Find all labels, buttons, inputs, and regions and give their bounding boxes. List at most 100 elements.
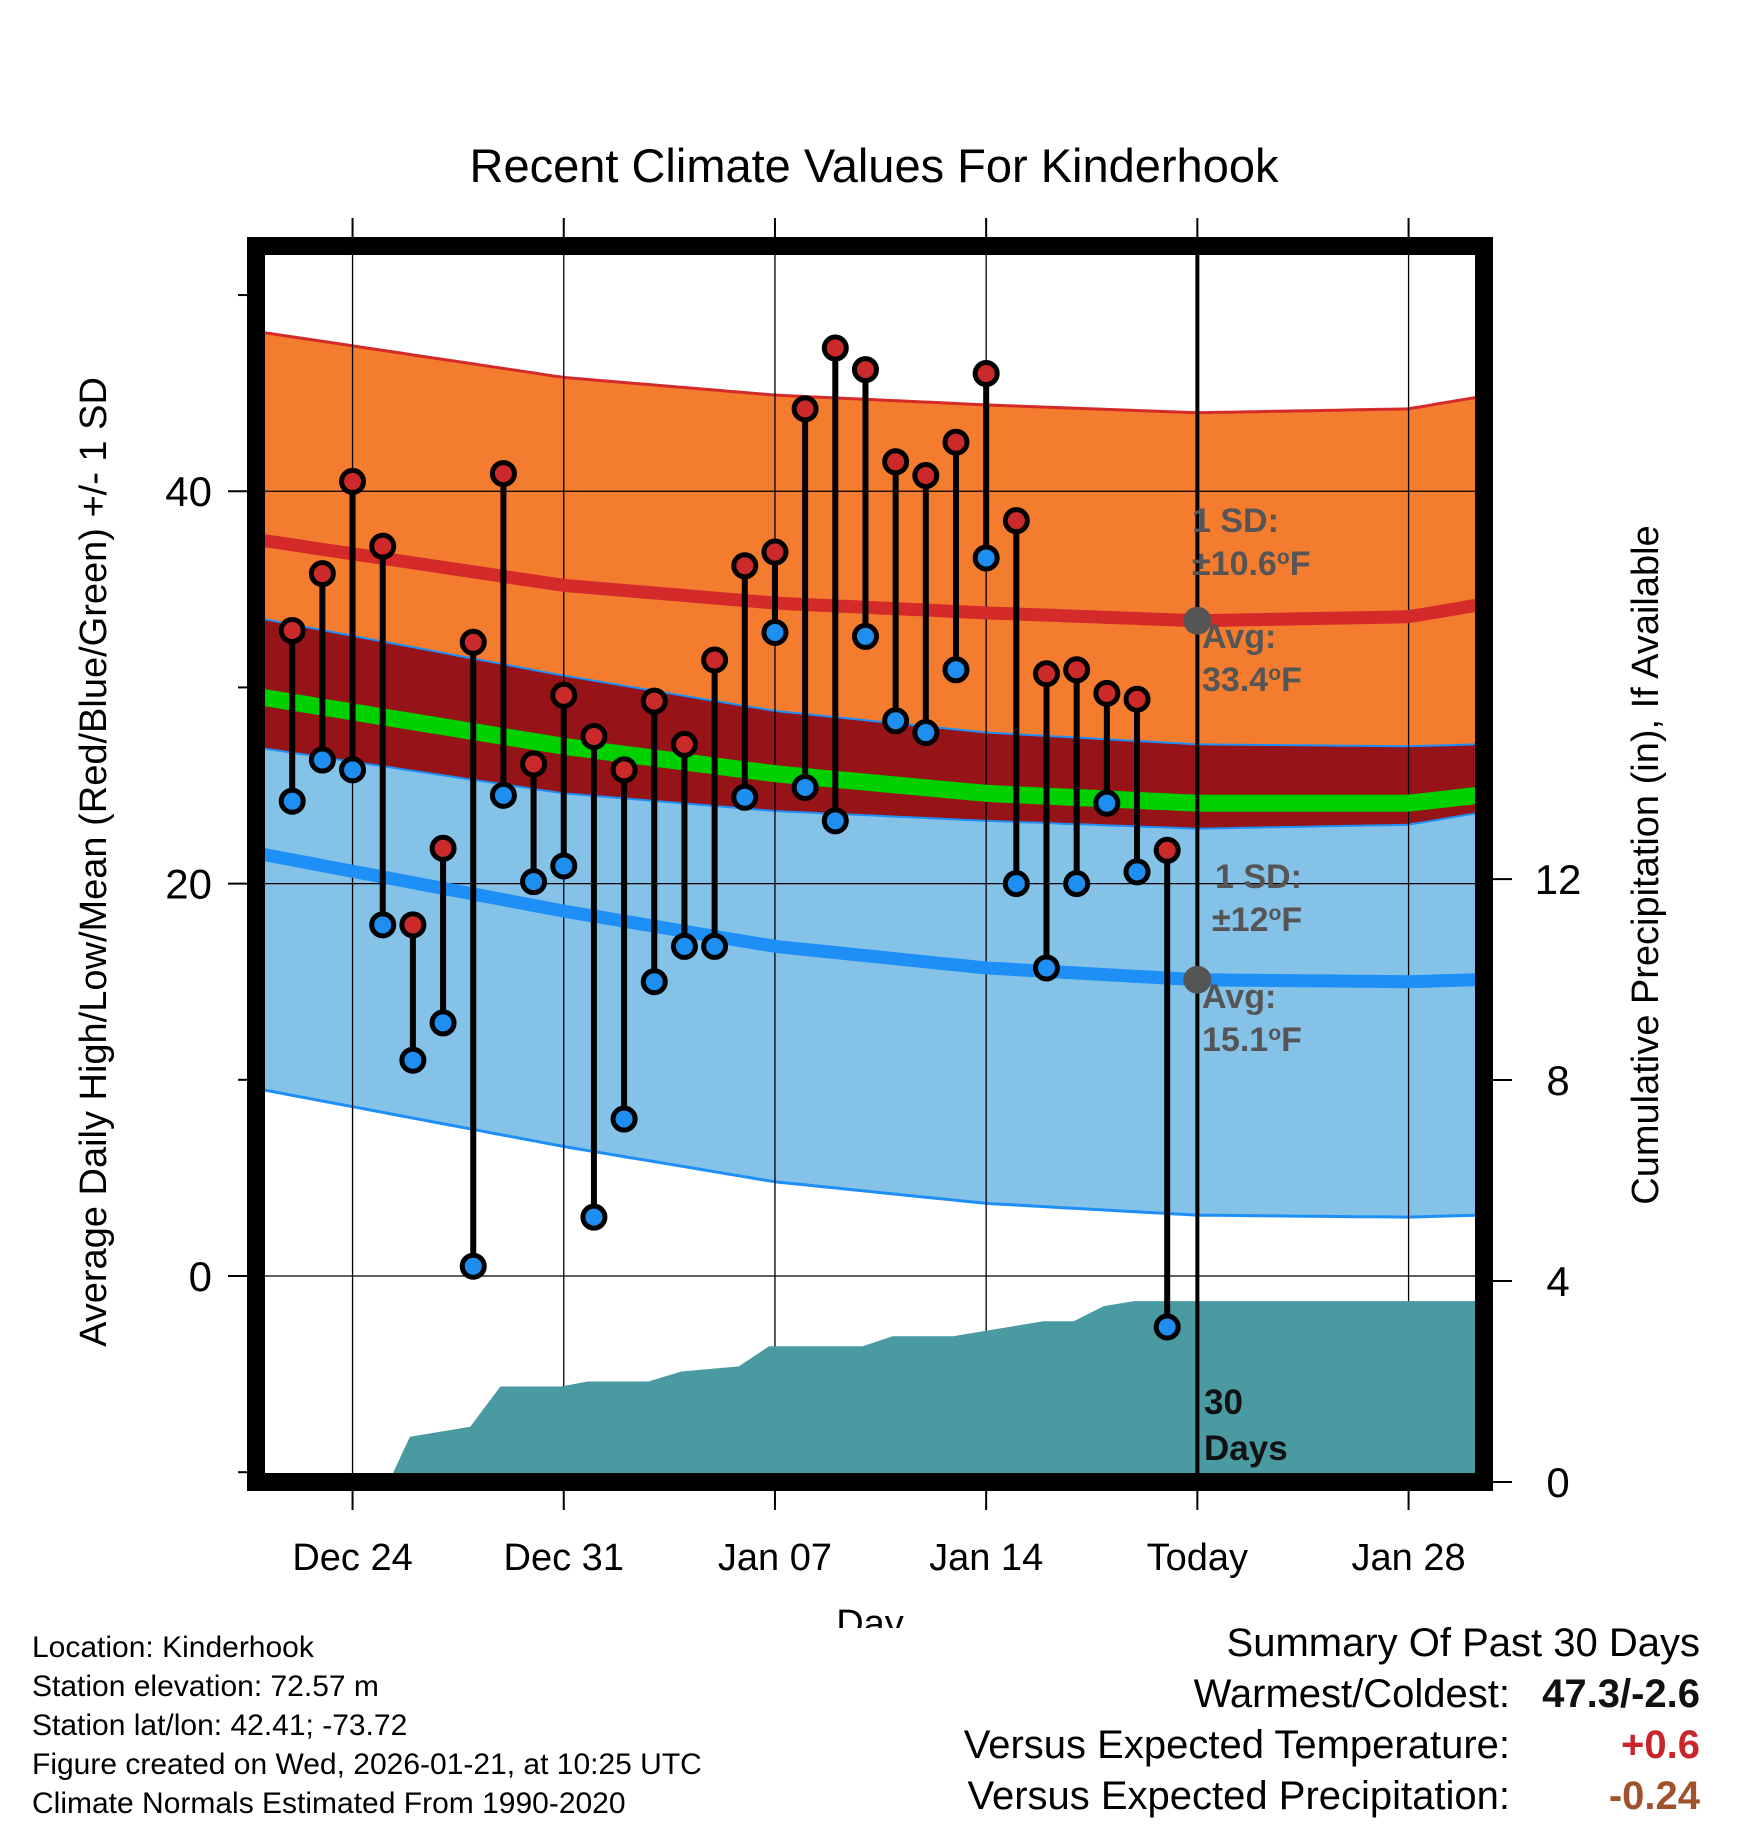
latlon-text: Station lat/lon: 42.41; -73.72 (32, 1709, 408, 1742)
low-avg-value: 15.1oF (1202, 1021, 1302, 1059)
daily-low-point (821, 807, 849, 835)
x-tick-label: Dec 24 (292, 1537, 412, 1579)
y2-tick-label: 4 (1546, 1258, 1569, 1305)
daily-high-point (731, 552, 759, 580)
high-avg-label: Avg: (1202, 618, 1276, 656)
daily-low-point (489, 781, 517, 809)
days-line1-text: 30 (1204, 1383, 1243, 1422)
daily-high-point (1123, 685, 1151, 713)
normal-high-line (261, 533, 1480, 628)
daily-low-point (912, 719, 940, 747)
days-label-line2: Days (1204, 1429, 1288, 1468)
daily-high-point (369, 532, 397, 560)
daily-high-point (580, 722, 608, 750)
high-avg-label-text: Avg: (1202, 618, 1276, 656)
daily-high-point (912, 462, 940, 490)
daily-low-point (701, 932, 729, 960)
low-avg-value-text: 15.1 (1202, 1021, 1268, 1059)
days-line2-text: Days (1204, 1429, 1288, 1468)
precip-value: -0.24 (1608, 1774, 1700, 1818)
y2-tick-label: 0 (1546, 1459, 1569, 1506)
degree-sup: o (1277, 546, 1290, 569)
y2-tick-label: 8 (1546, 1057, 1569, 1104)
low-sd-value-text: ±12 (1212, 901, 1268, 939)
normals-text: Climate Normals Estimated From 1990-2020 (32, 1787, 626, 1820)
plot-frame (247, 237, 1493, 1491)
x-tick-label: Dec 31 (504, 1537, 624, 1579)
location-text: Location: Kinderhook (32, 1631, 314, 1664)
high-sd-label-text: 1 SD: (1192, 502, 1279, 540)
daily-high-point (761, 538, 789, 566)
daily-high-point (339, 467, 367, 495)
warmest-value: 47.3/-2.6 (1542, 1672, 1700, 1716)
low-avg-label-text: Avg: (1202, 978, 1276, 1016)
x-axis-title: Day (836, 1603, 904, 1628)
daily-low-point (278, 787, 306, 815)
daily-high-point (489, 460, 517, 488)
today-low-avg-marker (1183, 965, 1212, 994)
created-text: Figure created on Wed, 2026-01-21, at 10… (32, 1748, 702, 1781)
high-avg-value: 33.4oF (1202, 661, 1302, 699)
daily-low-point (942, 656, 970, 684)
daily-low-point (520, 868, 548, 896)
days-label-line1: 30 (1204, 1383, 1243, 1422)
daily-high-point (1063, 656, 1091, 684)
daily-high-point (942, 428, 970, 456)
precip-label: Versus Expected Precipitation: (967, 1774, 1510, 1818)
daily-high-point (429, 834, 457, 862)
daily-low-point (761, 618, 789, 646)
high-sd-value-text: ±10.6 (1192, 545, 1277, 583)
daily-low-point (791, 773, 819, 801)
daily-high-point (972, 360, 1000, 388)
low-avg-label: Avg: (1202, 978, 1276, 1016)
summary-warmest-row: Warmest/Coldest: 47.3/-2.6 (964, 1669, 1700, 1720)
daily-high-point (670, 730, 698, 758)
daily-low-point (1093, 789, 1121, 817)
daily-low-point (1123, 858, 1151, 886)
daily-high-point (1002, 507, 1030, 535)
warmest-label: Warmest/Coldest: (1193, 1672, 1510, 1716)
daily-low-point (1063, 870, 1091, 898)
daily-low-point (339, 756, 367, 784)
daily-low-point (731, 783, 759, 811)
daily-high-point (1093, 679, 1121, 707)
elevation-text: Station elevation: 72.57 m (32, 1670, 379, 1703)
daily-low-point (1033, 954, 1061, 982)
daily-high-point (851, 356, 879, 384)
daily-high-point (459, 628, 487, 656)
daily-high-point (308, 560, 336, 588)
daily-low-point (308, 746, 336, 774)
y2-axis-title: Cumulative Precipitation (in), If Availa… (1625, 525, 1667, 1204)
daily-low-point (882, 707, 910, 735)
daily-low-point (972, 544, 1000, 572)
degree-sup: o (1268, 1022, 1281, 1045)
unit-letter: F (1281, 901, 1302, 939)
daily-low-point (1002, 870, 1030, 898)
degree-sup: o (1268, 662, 1281, 685)
daily-low-point (610, 1105, 638, 1133)
daily-high-point (882, 448, 910, 476)
low-sd-upper-edge (261, 617, 1479, 748)
daily-high-point (821, 334, 849, 362)
precipitation-area (256, 1301, 1478, 1482)
daily-low-point (550, 852, 578, 880)
daily-high-point (610, 756, 638, 784)
daily-low-point (670, 932, 698, 960)
daily-high-point (1153, 836, 1181, 864)
degree-sup: o (1268, 902, 1281, 925)
y-axis-title: Average Daily High/Low/Mean (Red/Blue/Gr… (73, 377, 115, 1347)
normal-mean-line (260, 688, 1479, 812)
daily-low-point (640, 968, 668, 996)
daily-high-point (791, 395, 819, 423)
daily-low-point (369, 911, 397, 939)
y-tick-label: 20 (165, 861, 212, 908)
x-tick-label: Jan 07 (718, 1537, 832, 1579)
high-sd-label: 1 SD: (1192, 502, 1279, 540)
unit-letter: F (1290, 545, 1311, 583)
daily-low-point (580, 1203, 608, 1231)
low-sd-value: ±12oF (1212, 901, 1302, 939)
temp-label: Versus Expected Temperature: (963, 1723, 1510, 1767)
daily-high-point (399, 911, 427, 939)
x-tick-label: Today (1147, 1537, 1248, 1579)
